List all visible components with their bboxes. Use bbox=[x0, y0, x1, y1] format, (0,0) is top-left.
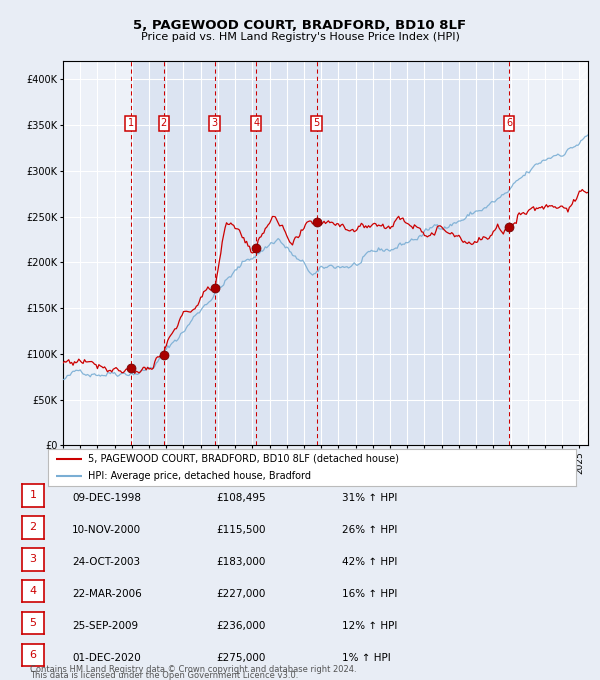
Text: 4: 4 bbox=[29, 586, 37, 596]
Text: 5: 5 bbox=[29, 618, 37, 628]
Text: £275,000: £275,000 bbox=[216, 653, 265, 663]
Bar bbox=[131, 61, 164, 445]
Bar bbox=[256, 61, 317, 445]
Text: 6: 6 bbox=[506, 118, 512, 129]
Bar bbox=[215, 61, 256, 445]
Text: 26% ↑ HPI: 26% ↑ HPI bbox=[342, 526, 397, 535]
Text: 09-DEC-1998: 09-DEC-1998 bbox=[72, 494, 141, 503]
Text: 5, PAGEWOOD COURT, BRADFORD, BD10 8LF (detached house): 5, PAGEWOOD COURT, BRADFORD, BD10 8LF (d… bbox=[88, 454, 398, 464]
Text: HPI: Average price, detached house, Bradford: HPI: Average price, detached house, Brad… bbox=[88, 471, 311, 481]
Text: 22-MAR-2006: 22-MAR-2006 bbox=[72, 590, 142, 599]
Text: 42% ↑ HPI: 42% ↑ HPI bbox=[342, 558, 397, 567]
Text: 16% ↑ HPI: 16% ↑ HPI bbox=[342, 590, 397, 599]
Text: 1: 1 bbox=[29, 490, 37, 500]
Text: 3: 3 bbox=[29, 554, 37, 564]
Text: 10-NOV-2000: 10-NOV-2000 bbox=[72, 526, 141, 535]
Text: Price paid vs. HM Land Registry's House Price Index (HPI): Price paid vs. HM Land Registry's House … bbox=[140, 32, 460, 41]
Text: 2: 2 bbox=[161, 118, 167, 129]
Text: 2: 2 bbox=[29, 522, 37, 532]
Text: £227,000: £227,000 bbox=[216, 590, 265, 599]
Text: 6: 6 bbox=[29, 650, 37, 660]
Text: 12% ↑ HPI: 12% ↑ HPI bbox=[342, 622, 397, 631]
Text: 1: 1 bbox=[128, 118, 134, 129]
Text: 5, PAGEWOOD COURT, BRADFORD, BD10 8LF: 5, PAGEWOOD COURT, BRADFORD, BD10 8LF bbox=[133, 19, 467, 33]
Text: 25-SEP-2009: 25-SEP-2009 bbox=[72, 622, 138, 631]
Text: This data is licensed under the Open Government Licence v3.0.: This data is licensed under the Open Gov… bbox=[30, 671, 298, 680]
Text: Contains HM Land Registry data © Crown copyright and database right 2024.: Contains HM Land Registry data © Crown c… bbox=[30, 664, 356, 674]
Bar bbox=[164, 61, 215, 445]
Text: £108,495: £108,495 bbox=[216, 494, 266, 503]
Text: 31% ↑ HPI: 31% ↑ HPI bbox=[342, 494, 397, 503]
Text: 4: 4 bbox=[253, 118, 259, 129]
Text: 5: 5 bbox=[313, 118, 320, 129]
Text: 24-OCT-2003: 24-OCT-2003 bbox=[72, 558, 140, 567]
Text: £236,000: £236,000 bbox=[216, 622, 265, 631]
Bar bbox=[317, 61, 509, 445]
Text: 01-DEC-2020: 01-DEC-2020 bbox=[72, 653, 141, 663]
Text: 1% ↑ HPI: 1% ↑ HPI bbox=[342, 653, 391, 663]
Text: £183,000: £183,000 bbox=[216, 558, 265, 567]
Text: 3: 3 bbox=[212, 118, 218, 129]
Text: £115,500: £115,500 bbox=[216, 526, 265, 535]
